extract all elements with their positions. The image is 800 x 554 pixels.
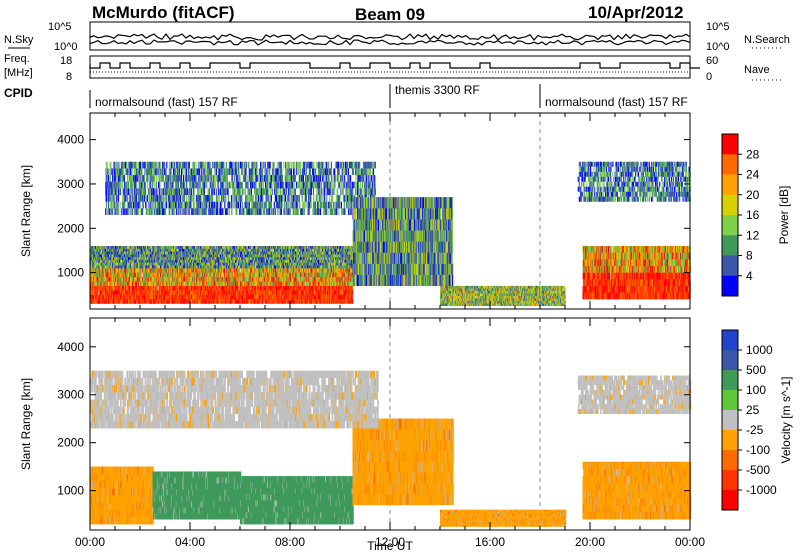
power-cell (138, 268, 139, 272)
nave-tick-high: 60 (706, 55, 718, 67)
cpid-segment-1: normalsound (fast) 157 RF (95, 95, 238, 109)
cpid-row: CPID normalsound (fast) 157 RF themis 33… (4, 83, 688, 109)
cpid-segment-2: themis 3300 RF (395, 83, 480, 97)
freq-line (90, 63, 700, 68)
power-cell (110, 273, 111, 277)
power-cell (145, 299, 146, 303)
power-data (90, 113, 691, 309)
date-label: 10/Apr/2012 (588, 3, 683, 22)
freq-tick-low: 8 (66, 71, 72, 83)
radar-summary-plot: McMurdo (fitACF) Beam 09 10/Apr/2012 N.S… (0, 0, 800, 554)
cpid-segment-3: normalsound (fast) 157 RF (545, 95, 688, 109)
power-cell (98, 290, 99, 294)
freq-tick-high: 18 (60, 55, 72, 67)
beam-label: Beam 09 (355, 5, 425, 24)
nsky-tick-low: 10^0 (54, 41, 78, 53)
nave-label: Nave (744, 64, 770, 76)
nsky-trace (90, 34, 690, 45)
freq-panel: Freq. [MHz] 18 8 60 0 Nave (4, 53, 784, 83)
power-cell (113, 286, 114, 290)
freq-trace (90, 63, 700, 72)
power-cell (140, 295, 141, 299)
station-title: McMurdo (fitACF) (92, 3, 235, 22)
power-cell (119, 268, 120, 272)
nsky-line (90, 34, 690, 40)
power-cell (134, 290, 135, 294)
nsearch-line (90, 40, 690, 45)
cpid-label: CPID (4, 86, 33, 100)
nsearch-label: N.Search (744, 34, 790, 46)
power-cell (141, 273, 142, 277)
power-cell (113, 268, 114, 272)
nsearch-tick-low: 10^0 (706, 41, 730, 53)
nsky-tick-high: 10^5 (48, 21, 72, 33)
nsky-panel: N.Sky 10^5 10^0 10^5 10^0 N.Search (4, 21, 790, 53)
power-cell (115, 282, 116, 286)
power-cell (126, 290, 127, 294)
nave-tick-low: 0 (706, 71, 712, 83)
power-cell (90, 286, 91, 290)
power-cell (117, 286, 118, 290)
freq-label-line2: [MHz] (4, 67, 33, 79)
power-cell (157, 286, 158, 290)
freq-label-line1: Freq. (4, 53, 30, 65)
nsearch-tick-high: 10^5 (706, 21, 730, 33)
nsky-label: N.Sky (4, 34, 34, 46)
